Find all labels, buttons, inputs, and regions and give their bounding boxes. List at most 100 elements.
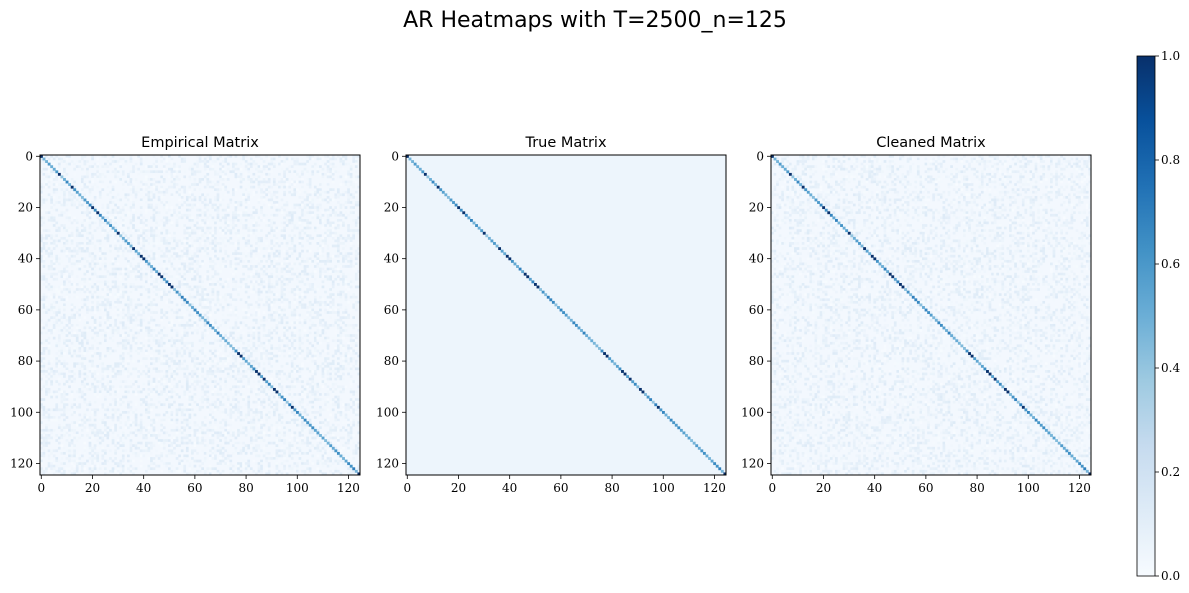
heatmap-cell [73,352,76,355]
heatmap-cell [226,162,230,166]
heatmap-cell [106,349,110,353]
heatmap-cell [329,188,332,191]
heatmap-cell [65,298,69,302]
heatmap-cell [86,231,89,235]
heatmap-cell [334,244,338,248]
heatmap-cell [301,318,304,322]
heatmap-cell [252,162,256,166]
heatmap-cell [65,380,69,383]
heatmap-cell [114,377,117,381]
heatmap-cell [344,359,348,363]
heatmap-cell [324,277,327,281]
heatmap-cell [185,349,189,353]
heatmap-cell [326,208,330,212]
heatmap-cell [313,318,317,322]
heatmap-cell [326,295,330,299]
heatmap-cell [42,244,46,248]
heatmap-cell [221,283,225,286]
heatmap-cell [221,295,225,299]
heatmap-cell [357,280,361,284]
heatmap-cell [301,178,304,181]
heatmap-cell [86,172,89,176]
heatmap-cell [129,170,133,174]
heatmap-cell [257,344,261,348]
heatmap-cell [144,170,148,174]
heatmap-cell [244,375,248,378]
heatmap-cell [60,275,64,279]
heatmap-cell [280,206,284,209]
heatmap-cell [157,344,161,348]
heatmap-cell [260,188,263,191]
heatmap-cell [68,213,71,217]
heatmap-cell [114,321,117,325]
heatmap-cell [165,375,169,378]
heatmap-cell [180,155,184,158]
heatmap-cell [101,288,105,291]
heatmap-cell [247,334,251,337]
heatmap-cell [193,326,197,330]
heatmap-cell [329,293,332,296]
heatmap-cell [124,334,128,337]
heatmap-cell [180,249,184,253]
heatmap-cell [101,375,105,378]
heatmap-cell [339,298,343,302]
heatmap-cell [65,216,69,220]
heatmap-cell [262,198,266,202]
heatmap-cell [342,259,345,263]
heatmap-cell [290,377,294,381]
heatmap-cell [288,254,292,258]
heatmap-cell [42,293,46,296]
heatmap-cell [47,272,51,276]
heatmap-cell [178,272,181,276]
heatmap-cell [288,206,292,209]
heatmap-cell [147,170,151,174]
heatmap-cell [349,252,353,255]
heatmap-cell [280,313,284,317]
heatmap-cell [52,370,56,373]
heatmap-cell [40,277,43,281]
heatmap-cell [293,211,297,215]
heatmap-cell [214,303,217,307]
heatmap-cell [52,157,56,161]
heatmap-cell [249,247,253,250]
heatmap-cell [347,180,350,184]
heatmap-cell [188,295,192,299]
heatmap-cell [283,295,286,299]
heatmap-cell [63,308,66,312]
heatmap-cell [201,334,204,337]
heatmap-cell [201,359,204,363]
heatmap-cell [285,249,289,253]
heatmap-cell [357,252,361,255]
heatmap-cell [265,236,268,240]
heatmap-cell [296,367,299,371]
heatmap-cell [324,339,327,343]
heatmap-cell [265,370,268,373]
heatmap-cell [339,183,343,186]
heatmap-cell [206,206,210,209]
heatmap-cell [324,331,327,335]
heatmap-cell [165,267,169,271]
heatmap-cell [334,372,338,376]
heatmap-cell [234,326,238,330]
heatmap-cell [63,267,66,271]
heatmap-cell [42,221,46,225]
heatmap-cell [354,211,358,215]
heatmap-cell [252,190,256,194]
heatmap-cell [42,229,46,232]
heatmap-cell [316,203,320,207]
heatmap-cell [93,270,97,273]
heatmap-cell [339,211,343,215]
heatmap-cell [339,367,343,371]
heatmap-cell [55,254,59,258]
heatmap-cell [104,275,107,279]
heatmap-cell [165,162,169,166]
heatmap-cell [129,298,133,302]
heatmap-cell [101,354,105,358]
heatmap-cell [306,359,309,363]
heatmap-cell [47,295,51,299]
heatmap-cell [150,267,153,271]
heatmap-cell [132,359,135,363]
heatmap-cell [354,257,358,261]
heatmap-cell [196,323,199,327]
heatmap-cell [342,167,345,171]
